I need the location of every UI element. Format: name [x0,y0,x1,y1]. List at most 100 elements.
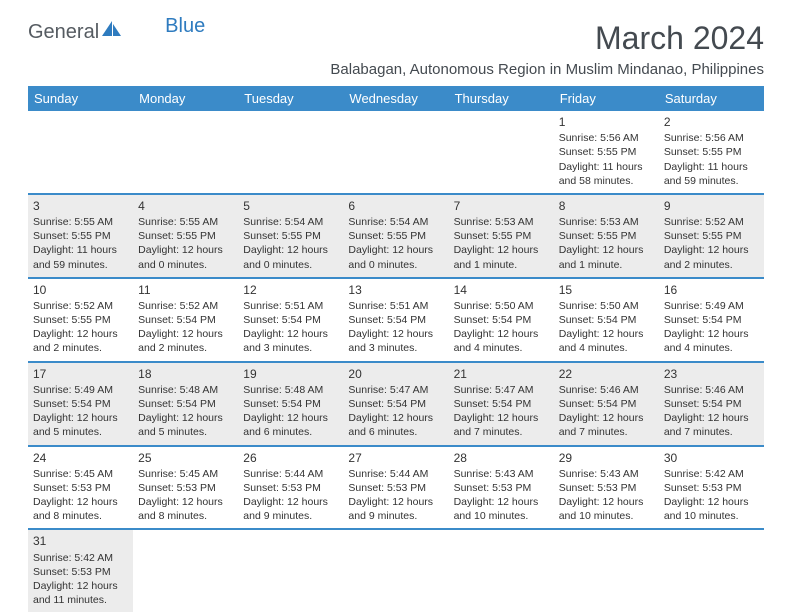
calendar-week-row: 1Sunrise: 5:56 AMSunset: 5:55 PMDaylight… [28,111,764,194]
daylight-text: Daylight: 11 hours and 59 minutes. [664,160,759,188]
day-number: 17 [33,366,128,382]
daylight-text: Daylight: 12 hours and 0 minutes. [348,243,443,271]
sunset-text: Sunset: 5:53 PM [454,481,549,495]
calendar-day-cell: 10Sunrise: 5:52 AMSunset: 5:55 PMDayligh… [28,278,133,362]
calendar-day-cell: 17Sunrise: 5:49 AMSunset: 5:54 PMDayligh… [28,362,133,446]
calendar-day-cell: 6Sunrise: 5:54 AMSunset: 5:55 PMDaylight… [343,194,448,278]
day-number: 24 [33,450,128,466]
weekday-header: Sunday [28,86,133,111]
sunrise-text: Sunrise: 5:48 AM [243,383,338,397]
daylight-text: Daylight: 12 hours and 7 minutes. [559,411,654,439]
day-number: 2 [664,114,759,130]
weekday-header: Wednesday [343,86,448,111]
calendar-day-cell: 27Sunrise: 5:44 AMSunset: 5:53 PMDayligh… [343,446,448,530]
calendar-body: 1Sunrise: 5:56 AMSunset: 5:55 PMDaylight… [28,111,764,612]
calendar-day-cell: 13Sunrise: 5:51 AMSunset: 5:54 PMDayligh… [343,278,448,362]
sunset-text: Sunset: 5:53 PM [33,481,128,495]
calendar-day-cell: 9Sunrise: 5:52 AMSunset: 5:55 PMDaylight… [659,194,764,278]
daylight-text: Daylight: 12 hours and 5 minutes. [138,411,233,439]
day-number: 6 [348,198,443,214]
day-number: 5 [243,198,338,214]
sunset-text: Sunset: 5:54 PM [138,313,233,327]
calendar-day-cell: 19Sunrise: 5:48 AMSunset: 5:54 PMDayligh… [238,362,343,446]
calendar-day-cell: 12Sunrise: 5:51 AMSunset: 5:54 PMDayligh… [238,278,343,362]
sunset-text: Sunset: 5:53 PM [559,481,654,495]
sunrise-text: Sunrise: 5:47 AM [348,383,443,397]
calendar-day-cell: 3Sunrise: 5:55 AMSunset: 5:55 PMDaylight… [28,194,133,278]
daylight-text: Daylight: 12 hours and 4 minutes. [559,327,654,355]
sunrise-text: Sunrise: 5:44 AM [243,467,338,481]
day-number: 18 [138,366,233,382]
weekday-header: Thursday [449,86,554,111]
sunrise-text: Sunrise: 5:42 AM [33,551,128,565]
sunset-text: Sunset: 5:54 PM [454,313,549,327]
calendar-header-row: SundayMondayTuesdayWednesdayThursdayFrid… [28,86,764,111]
sunset-text: Sunset: 5:54 PM [559,397,654,411]
sunset-text: Sunset: 5:55 PM [664,229,759,243]
sunset-text: Sunset: 5:55 PM [243,229,338,243]
day-number: 22 [559,366,654,382]
day-number: 4 [138,198,233,214]
daylight-text: Daylight: 12 hours and 4 minutes. [454,327,549,355]
calendar-day-cell: 8Sunrise: 5:53 AMSunset: 5:55 PMDaylight… [554,194,659,278]
header: General Blue March 2024 [28,20,764,57]
sunrise-text: Sunrise: 5:48 AM [138,383,233,397]
sunset-text: Sunset: 5:54 PM [138,397,233,411]
day-number: 28 [454,450,549,466]
weekday-header: Monday [133,86,238,111]
day-number: 29 [559,450,654,466]
day-number: 27 [348,450,443,466]
calendar-day-cell [449,111,554,194]
daylight-text: Daylight: 12 hours and 2 minutes. [138,327,233,355]
sunset-text: Sunset: 5:54 PM [664,397,759,411]
calendar-day-cell: 29Sunrise: 5:43 AMSunset: 5:53 PMDayligh… [554,446,659,530]
calendar-day-cell: 21Sunrise: 5:47 AMSunset: 5:54 PMDayligh… [449,362,554,446]
daylight-text: Daylight: 12 hours and 8 minutes. [33,495,128,523]
sunrise-text: Sunrise: 5:56 AM [559,131,654,145]
sunset-text: Sunset: 5:55 PM [454,229,549,243]
sunrise-text: Sunrise: 5:47 AM [454,383,549,397]
calendar-day-cell [343,111,448,194]
page-subtitle: Balabagan, Autonomous Region in Muslim M… [28,61,764,78]
day-number: 7 [454,198,549,214]
sunset-text: Sunset: 5:54 PM [243,313,338,327]
sunrise-text: Sunrise: 5:46 AM [559,383,654,397]
sunset-text: Sunset: 5:54 PM [348,397,443,411]
calendar-day-cell: 26Sunrise: 5:44 AMSunset: 5:53 PMDayligh… [238,446,343,530]
page-title: March 2024 [595,20,764,57]
sunset-text: Sunset: 5:55 PM [664,145,759,159]
day-number: 15 [559,282,654,298]
day-number: 9 [664,198,759,214]
daylight-text: Daylight: 12 hours and 0 minutes. [138,243,233,271]
calendar-day-cell: 4Sunrise: 5:55 AMSunset: 5:55 PMDaylight… [133,194,238,278]
calendar-week-row: 31Sunrise: 5:42 AMSunset: 5:53 PMDayligh… [28,529,764,612]
calendar-day-cell: 2Sunrise: 5:56 AMSunset: 5:55 PMDaylight… [659,111,764,194]
sunset-text: Sunset: 5:53 PM [664,481,759,495]
weekday-header: Friday [554,86,659,111]
calendar-day-cell [343,529,448,612]
sunrise-text: Sunrise: 5:55 AM [33,215,128,229]
sunrise-text: Sunrise: 5:51 AM [348,299,443,313]
calendar-week-row: 3Sunrise: 5:55 AMSunset: 5:55 PMDaylight… [28,194,764,278]
calendar-day-cell: 31Sunrise: 5:42 AMSunset: 5:53 PMDayligh… [28,529,133,612]
daylight-text: Daylight: 12 hours and 3 minutes. [348,327,443,355]
sunset-text: Sunset: 5:55 PM [559,229,654,243]
sunrise-text: Sunrise: 5:50 AM [559,299,654,313]
daylight-text: Daylight: 12 hours and 11 minutes. [33,579,128,607]
sunset-text: Sunset: 5:54 PM [454,397,549,411]
sunset-text: Sunset: 5:55 PM [33,313,128,327]
sunrise-text: Sunrise: 5:50 AM [454,299,549,313]
sunrise-text: Sunrise: 5:54 AM [348,215,443,229]
sunrise-text: Sunrise: 5:52 AM [138,299,233,313]
brand-logo: General Blue [28,20,205,44]
sunrise-text: Sunrise: 5:56 AM [664,131,759,145]
sunset-text: Sunset: 5:55 PM [33,229,128,243]
day-number: 23 [664,366,759,382]
calendar-day-cell: 11Sunrise: 5:52 AMSunset: 5:54 PMDayligh… [133,278,238,362]
brand-sail-icon [101,20,123,44]
daylight-text: Daylight: 12 hours and 1 minute. [559,243,654,271]
day-number: 3 [33,198,128,214]
sunrise-text: Sunrise: 5:43 AM [454,467,549,481]
day-number: 30 [664,450,759,466]
calendar-day-cell [238,111,343,194]
